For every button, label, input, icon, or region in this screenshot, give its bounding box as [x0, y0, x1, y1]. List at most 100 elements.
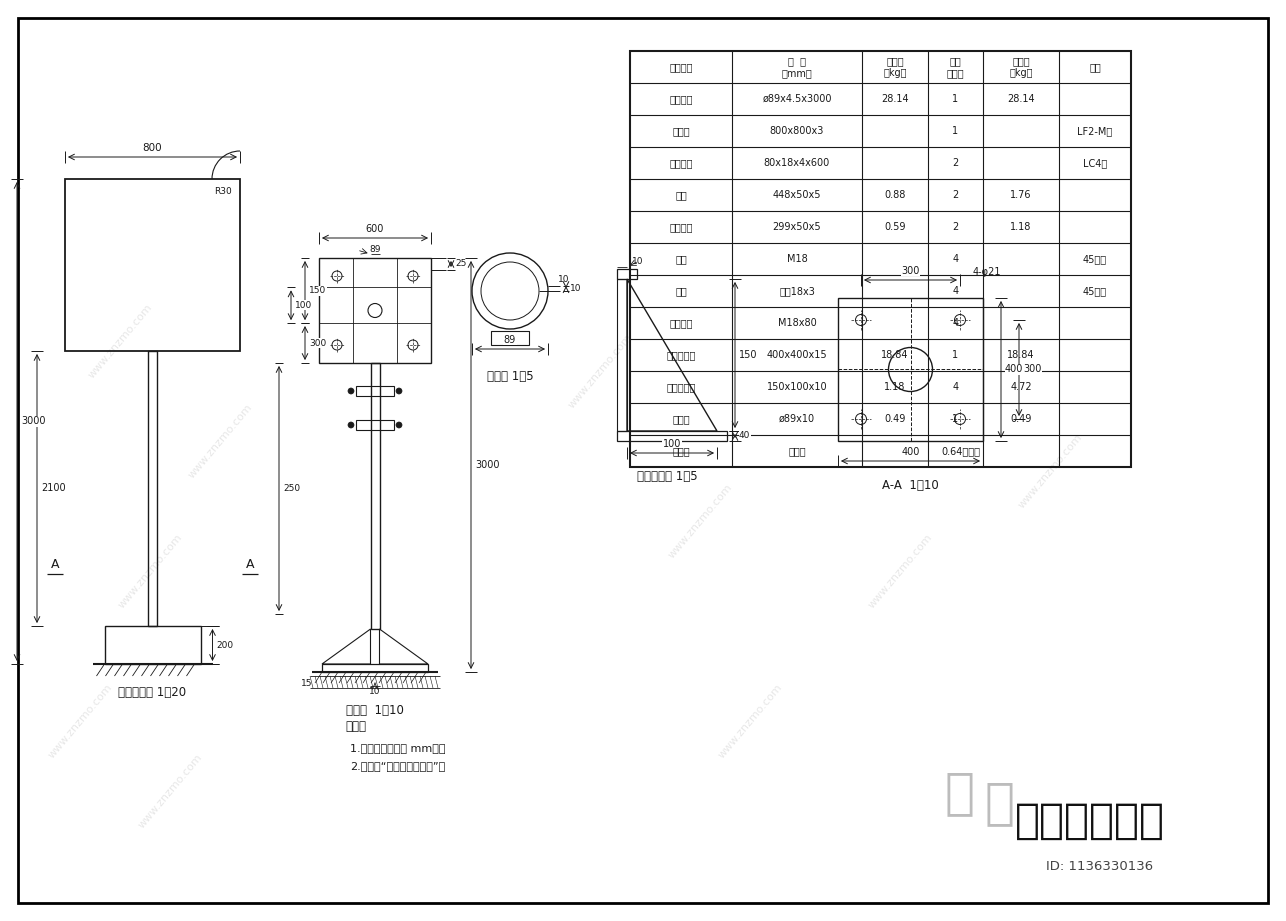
Text: 25: 25	[455, 260, 467, 269]
Text: 299x50x5: 299x50x5	[773, 222, 822, 232]
Text: 300: 300	[901, 266, 919, 276]
Text: 立柱帽 1：5: 立柱帽 1：5	[486, 370, 534, 383]
Text: LC4铝: LC4铝	[1083, 158, 1107, 168]
Text: 18.84: 18.84	[1007, 350, 1035, 360]
Text: 垒圈18x3: 垒圈18x3	[779, 286, 815, 296]
Text: LF2-M铝: LF2-M铝	[1078, 126, 1112, 136]
Text: 2: 2	[953, 222, 958, 232]
Text: 2: 2	[953, 190, 958, 200]
Text: 1.18: 1.18	[1011, 222, 1031, 232]
Text: 钉管立柱: 钉管立柱	[669, 94, 693, 104]
Text: 10: 10	[570, 284, 581, 293]
Text: 100: 100	[294, 301, 312, 309]
Text: A: A	[246, 558, 255, 571]
Text: 底座加筋股: 底座加筋股	[666, 382, 696, 392]
Bar	[617, 279, 628, 431]
Text: 80x18x4x600: 80x18x4x600	[764, 158, 831, 168]
Text: 2: 2	[953, 158, 958, 168]
Text: 300: 300	[309, 339, 327, 347]
Text: 立面图  1：10: 立面图 1：10	[346, 704, 404, 717]
Text: 40: 40	[739, 432, 750, 440]
Bar	[356, 386, 394, 396]
Text: 3000: 3000	[475, 460, 499, 470]
Text: 10: 10	[369, 687, 381, 696]
Text: www.znzmo.com: www.znzmo.com	[136, 752, 204, 830]
Text: www.znzmo.com: www.znzmo.com	[716, 682, 784, 760]
Text: www.znzmo.com: www.znzmo.com	[86, 302, 154, 380]
Text: 数量
（件）: 数量 （件）	[946, 56, 964, 77]
Text: www.znzmo.com: www.znzmo.com	[186, 402, 253, 480]
Circle shape	[396, 422, 403, 428]
Text: www.znzmo.com: www.znzmo.com	[1016, 432, 1084, 510]
Text: www.znzmo.com: www.znzmo.com	[566, 332, 634, 410]
Text: 滑动螺栓: 滑动螺栓	[669, 318, 693, 328]
Text: 18.84: 18.84	[881, 350, 909, 360]
Text: 3000: 3000	[21, 416, 45, 426]
Text: 250: 250	[283, 484, 300, 493]
Text: 规  格
（mm）: 规 格 （mm）	[782, 56, 813, 77]
Text: 总重量
（kg）: 总重量 （kg）	[1010, 56, 1033, 77]
Text: 150: 150	[309, 286, 327, 295]
Text: 4: 4	[953, 254, 958, 264]
Text: ø89x4.5x3000: ø89x4.5x3000	[763, 94, 832, 104]
Text: 2100: 2100	[41, 484, 66, 494]
Text: 800: 800	[143, 143, 162, 153]
Text: 150x100x10: 150x100x10	[766, 382, 827, 392]
Text: 备注: 备注	[1089, 62, 1101, 72]
Text: 单件重
（kg）: 单件重 （kg）	[883, 56, 907, 77]
Text: 200: 200	[216, 640, 234, 649]
Text: 2.立杆配“单立柱标志基础”。: 2.立杆配“单立柱标志基础”。	[350, 761, 445, 771]
Text: 89: 89	[369, 246, 381, 254]
Text: 300: 300	[1022, 365, 1042, 375]
Bar	[356, 420, 394, 430]
Text: 0.49: 0.49	[885, 414, 905, 424]
Text: 0.49: 0.49	[1011, 414, 1031, 424]
Text: 知: 知	[945, 769, 975, 817]
Text: 1: 1	[953, 350, 958, 360]
Bar	[370, 363, 379, 629]
Text: 鑂石级: 鑂石级	[788, 446, 806, 456]
Text: ID: 1136330136: ID: 1136330136	[1047, 859, 1154, 872]
Text: www.znzmo.com: www.znzmo.com	[116, 532, 184, 610]
Text: A: A	[50, 558, 59, 571]
Text: 标志立面图 1：20: 标志立面图 1：20	[118, 685, 186, 698]
Text: 1: 1	[953, 414, 958, 424]
Bar	[491, 331, 529, 345]
Text: 4: 4	[953, 286, 958, 296]
Text: 材料名称: 材料名称	[669, 62, 693, 72]
Text: M18: M18	[787, 254, 808, 264]
Text: 底座加劲股 1：5: 底座加劲股 1：5	[637, 471, 697, 484]
Text: www.znzmo.com: www.znzmo.com	[865, 532, 934, 610]
Text: 45号钉: 45号钉	[1083, 254, 1107, 264]
Text: 1.76: 1.76	[1011, 190, 1031, 200]
Text: 标志板: 标志板	[673, 126, 689, 136]
Text: 1.18: 1.18	[885, 382, 905, 392]
Circle shape	[396, 388, 403, 394]
Text: ø89x10: ø89x10	[779, 414, 815, 424]
Text: 束: 束	[985, 779, 1015, 827]
Text: 0.64平方米: 0.64平方米	[941, 446, 980, 456]
Text: 0.59: 0.59	[885, 222, 905, 232]
Text: 448x50x5: 448x50x5	[773, 190, 822, 200]
Circle shape	[349, 422, 354, 428]
Bar	[322, 664, 428, 672]
Text: M18x80: M18x80	[778, 318, 817, 328]
Text: 1.本图纸单位都以 mm计；: 1.本图纸单位都以 mm计；	[350, 743, 445, 753]
Text: 抱简: 抱简	[675, 190, 687, 200]
Text: 1: 1	[953, 94, 958, 104]
Text: 10: 10	[558, 274, 570, 284]
Text: 0.88: 0.88	[885, 190, 905, 200]
Text: 4: 4	[953, 318, 958, 328]
Bar	[148, 351, 157, 626]
Text: 4.72: 4.72	[1011, 382, 1031, 392]
Text: 螺母: 螺母	[675, 254, 687, 264]
Text: 4: 4	[953, 382, 958, 392]
Text: R30: R30	[215, 187, 231, 196]
Text: 10: 10	[631, 257, 643, 265]
Text: www.znzmo.com: www.znzmo.com	[46, 682, 114, 760]
Text: 15: 15	[301, 680, 312, 689]
Text: 28.14: 28.14	[881, 94, 909, 104]
Text: 400x400x15: 400x400x15	[766, 350, 827, 360]
Text: 垒圈: 垒圈	[675, 286, 687, 296]
Bar	[104, 626, 201, 664]
